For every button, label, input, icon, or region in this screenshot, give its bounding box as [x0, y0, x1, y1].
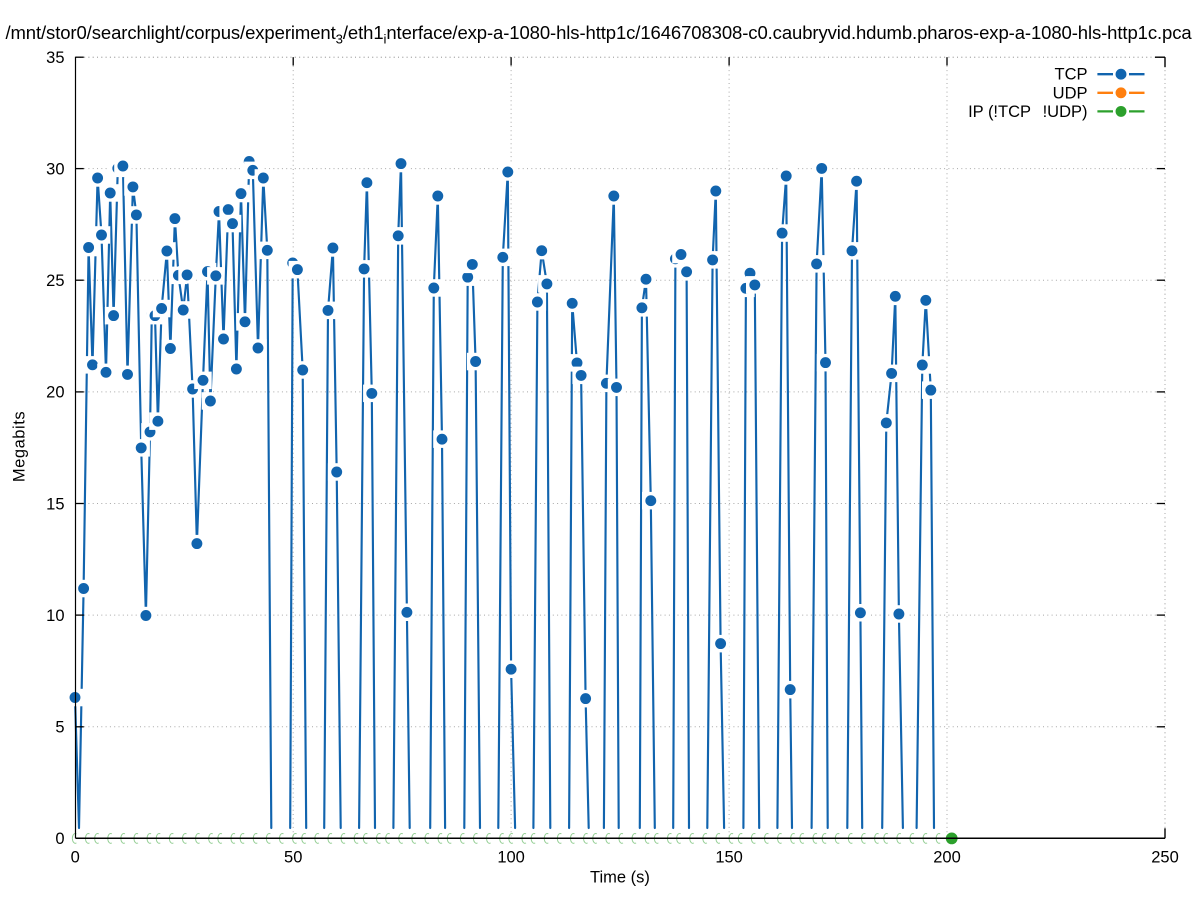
svg-text:250: 250 — [1151, 849, 1179, 867]
svg-text:100: 100 — [497, 849, 525, 867]
svg-text:UDP: UDP — [1053, 84, 1088, 102]
svg-text:0: 0 — [71, 849, 80, 867]
svg-text:0: 0 — [55, 830, 64, 848]
svg-text:/mnt/stor0/searchlight/corpus/: /mnt/stor0/searchlight/corpus/experiment… — [5, 22, 1192, 47]
svg-text:IP (!TCP !UDP): IP (!TCP !UDP) — [968, 103, 1087, 121]
svg-text:50: 50 — [284, 849, 302, 867]
svg-text:35: 35 — [46, 49, 64, 67]
svg-text:Megabits: Megabits — [11, 411, 29, 482]
svg-text:200: 200 — [933, 849, 961, 867]
svg-text:15: 15 — [46, 495, 64, 513]
svg-text:25: 25 — [46, 272, 64, 290]
svg-text:10: 10 — [46, 607, 64, 625]
svg-text:150: 150 — [715, 849, 743, 867]
svg-text:Time (s): Time (s) — [590, 869, 650, 887]
svg-text:TCP: TCP — [1055, 66, 1088, 84]
svg-text:20: 20 — [46, 384, 64, 402]
svg-text:5: 5 — [55, 719, 64, 737]
svg-text:30: 30 — [46, 160, 64, 178]
